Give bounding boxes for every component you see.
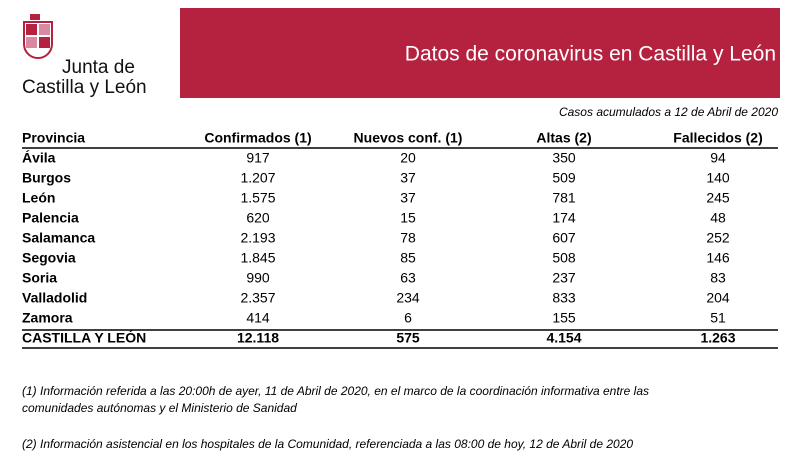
cell: 63 [400, 270, 416, 286]
row-label: Valladolid [22, 290, 87, 306]
row-label: Segovia [22, 250, 76, 266]
cell: 85 [400, 250, 416, 266]
cell: 78 [400, 230, 416, 246]
lion-quarter [39, 24, 50, 35]
subtitle: Casos acumulados a 12 de Abril de 2020 [559, 105, 778, 119]
column-header: Nuevos conf. (1) [354, 130, 463, 146]
cell: 37 [400, 190, 416, 206]
column-header: Confirmados (1) [204, 130, 311, 146]
cell: 234 [396, 290, 420, 306]
total-cell: 4.154 [546, 330, 581, 346]
cell: 20 [400, 150, 416, 166]
row-label: Salamanca [22, 230, 95, 246]
cell: 51 [710, 310, 726, 326]
cell: 15 [400, 210, 416, 226]
logo: Junta de Castilla y León [22, 14, 147, 98]
column-header: Altas (2) [536, 130, 591, 146]
cell: 237 [552, 270, 576, 286]
lion-quarter [26, 37, 37, 48]
cell: 204 [706, 290, 730, 306]
cell: 350 [552, 150, 576, 166]
cell: 990 [246, 270, 270, 286]
cell: 146 [706, 250, 730, 266]
crown [30, 14, 40, 20]
cell: 6 [404, 310, 412, 326]
row-label: León [22, 190, 55, 206]
cell: 620 [246, 210, 270, 226]
row-label: Palencia [22, 210, 79, 226]
logo-text: Castilla y León [22, 77, 147, 98]
cell: 2.193 [240, 230, 275, 246]
cell: 509 [552, 170, 576, 186]
castle-quarter [26, 24, 37, 35]
footnote: (2) Información asistencial en los hospi… [22, 437, 633, 451]
cell: 155 [552, 310, 576, 326]
row-label: Soria [22, 270, 57, 286]
table: Provincia Confirmados (1) Nuevos conf. (1)… [22, 130, 763, 346]
footnote: (1) Información referida a las 20:00h de… [22, 384, 649, 398]
total-cell: 12.118 [237, 330, 279, 346]
cell: 252 [706, 230, 730, 246]
cell: 83 [710, 270, 726, 286]
cell: 2.357 [240, 290, 275, 306]
cell: 1.845 [240, 250, 275, 266]
cell: 1.207 [240, 170, 275, 186]
row-label: Ávila [22, 150, 56, 166]
column-header: Fallecidos (2) [673, 130, 762, 146]
cell: 508 [552, 250, 576, 266]
cell: 245 [706, 190, 730, 206]
logo-text: Junta de [62, 57, 135, 78]
cell: 917 [246, 150, 270, 166]
total-cell: 1.263 [700, 330, 735, 346]
castle-quarter [39, 37, 50, 48]
title: Datos de coronavirus en Castilla y León [405, 43, 776, 66]
title-banner [180, 8, 780, 98]
cell: 781 [552, 190, 576, 206]
row-label: Burgos [22, 170, 71, 186]
footnote: comunidades autónomas y el Ministerio de… [22, 401, 297, 415]
cell: 174 [552, 210, 576, 226]
total-cell: 575 [396, 330, 420, 346]
cell: 48 [710, 210, 726, 226]
column-header: Provincia [22, 130, 85, 146]
total-cell: CASTILLA Y LEÓN [22, 329, 146, 346]
row-label: Zamora [22, 310, 73, 326]
cell: 37 [400, 170, 416, 186]
cell: 94 [710, 150, 726, 166]
cell: 607 [552, 230, 576, 246]
cell: 140 [706, 170, 730, 186]
cell: 414 [246, 310, 270, 326]
cell: 833 [552, 290, 576, 306]
cell: 1.575 [240, 190, 275, 206]
